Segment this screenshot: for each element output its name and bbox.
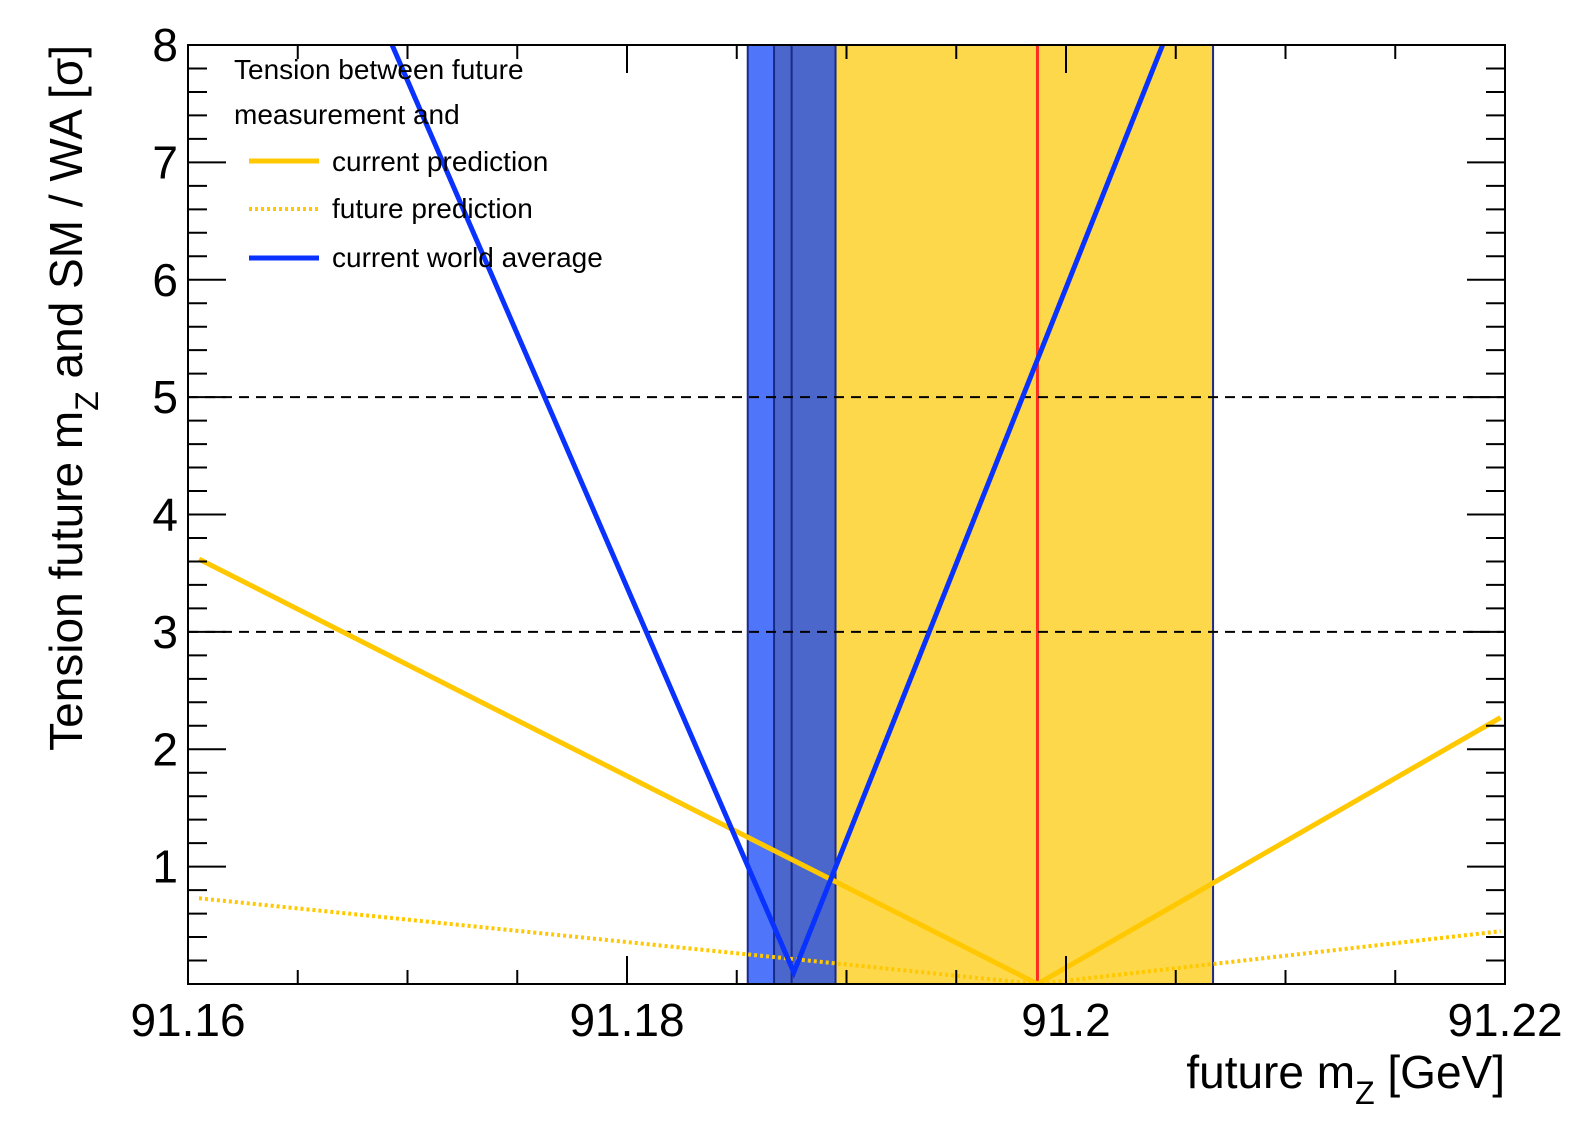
y-tick-label: 7 [152, 136, 178, 188]
legend-label-future-prediction: future prediction [332, 193, 533, 224]
x-axis-title-main: future m [1186, 1046, 1355, 1098]
uncertainty-bands [746, 45, 1215, 984]
y-tick-label: 6 [152, 254, 178, 306]
band-1 [747, 45, 775, 984]
reference-lines [188, 396, 1505, 633]
y-tick-label: 8 [152, 19, 178, 71]
x-axis-title-unit: [GeV] [1375, 1046, 1505, 1098]
x-tick-label: 91.18 [569, 994, 684, 1046]
series-line-future-prediction [198, 896, 1501, 984]
x-axis-title: future mZ [GeV] [1186, 1046, 1505, 1111]
band-2 [835, 45, 1214, 984]
series-line-current-world-average [389, 45, 1165, 979]
legend-label-current-prediction: current prediction [332, 146, 548, 177]
y-tick-label: 5 [152, 371, 178, 423]
y-axis-title-subscript: Z [69, 391, 105, 411]
legend: Tension between future measurement and c… [234, 54, 603, 273]
data-series [197, 45, 1502, 984]
x-tick-label: 91.22 [1447, 994, 1562, 1046]
x-tick-label: 91.2 [1021, 994, 1111, 1046]
legend-header-line-1: Tension between future [234, 54, 524, 85]
axis-ticks [187, 44, 1506, 985]
y-tick-label: 4 [152, 489, 178, 541]
y-tick-label: 1 [152, 841, 178, 893]
y-tick-label: 3 [152, 606, 178, 658]
y-axis-title: Tension future mZ and SM / WA [σ] [40, 45, 105, 751]
x-axis-title-subscript: Z [1355, 1075, 1375, 1111]
x-tick-label: 91.16 [130, 994, 245, 1046]
legend-header-line-2: measurement and [234, 99, 460, 130]
legend-label-world-average: current world average [332, 242, 603, 273]
y-tick-label: 2 [152, 723, 178, 775]
y-axis-title-main: Tension future m [40, 411, 92, 751]
tick-labels: 91.16 91.18 91.2 91.22 1 2 3 4 5 6 7 8 [130, 19, 1562, 1046]
y-axis-title-rest: and SM / WA [σ] [40, 45, 92, 391]
series-line-current-prediction [197, 556, 1502, 984]
